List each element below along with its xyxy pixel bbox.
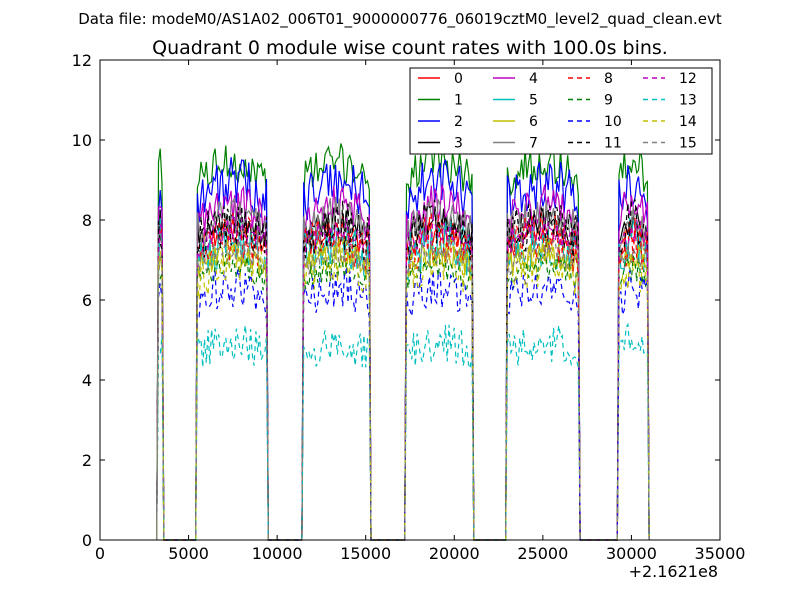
legend-label-7: 7 bbox=[529, 136, 538, 152]
legend-label-4: 4 bbox=[529, 71, 538, 87]
x-tick-label: 35000 bbox=[695, 544, 746, 563]
legend-label-12: 12 bbox=[679, 71, 697, 87]
legend-label-3: 3 bbox=[454, 136, 463, 152]
legend-label-1: 1 bbox=[454, 93, 463, 109]
x-tick-label: 30000 bbox=[606, 544, 657, 563]
y-tick-label: 0 bbox=[82, 531, 92, 550]
legend-label-0: 0 bbox=[454, 71, 463, 87]
chart-title: Quadrant 0 module wise count rates with … bbox=[152, 37, 668, 59]
legend-label-13: 13 bbox=[679, 93, 697, 109]
legend-label-2: 2 bbox=[454, 114, 463, 130]
legend-label-8: 8 bbox=[604, 71, 613, 87]
y-tick-label: 10 bbox=[72, 131, 92, 150]
legend-label-10: 10 bbox=[604, 114, 622, 130]
legend-box bbox=[409, 67, 713, 155]
y-tick-label: 4 bbox=[82, 371, 92, 390]
figure-suptitle: Data file: modeM0/AS1A02_006T01_90000007… bbox=[78, 10, 722, 29]
series-line-10 bbox=[156, 267, 650, 541]
y-tick-label: 6 bbox=[82, 291, 92, 310]
x-tick-label: 15000 bbox=[340, 544, 391, 563]
legend-label-9: 9 bbox=[604, 93, 613, 109]
x-tick-label: 0 bbox=[95, 544, 105, 563]
plot-frame bbox=[99, 59, 721, 541]
x-tick-label: 20000 bbox=[429, 544, 480, 563]
legend-label-11: 11 bbox=[604, 136, 622, 152]
legend-label-5: 5 bbox=[529, 93, 538, 109]
legend-label-6: 6 bbox=[529, 114, 538, 130]
x-tick-label: 5000 bbox=[168, 544, 209, 563]
ticks-layer: 0 5000 10000 15000 20000 25000 30000 35000 0 2 4 6 8… bbox=[72, 51, 746, 563]
series-line-11 bbox=[156, 199, 650, 541]
series-line-9 bbox=[156, 253, 650, 541]
x-tick-label: 25000 bbox=[517, 544, 568, 563]
y-tick-label: 8 bbox=[82, 211, 92, 230]
y-tick-label: 2 bbox=[82, 451, 92, 470]
legend-label-15: 15 bbox=[679, 136, 697, 152]
x-tick-label: 10000 bbox=[252, 544, 303, 563]
x-offset-label: +2.1621e8 bbox=[629, 562, 718, 581]
legend-label-14: 14 bbox=[679, 114, 697, 130]
y-tick-label: 12 bbox=[72, 51, 92, 70]
